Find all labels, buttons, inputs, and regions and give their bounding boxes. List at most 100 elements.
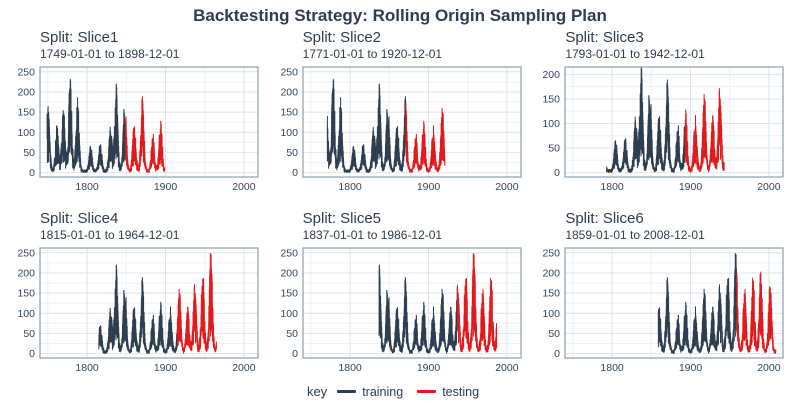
training-series-line (658, 253, 738, 354)
facet-title: Split: Slice2 (302, 29, 382, 46)
facet-plot: 0 50 100 150 200 250 1800 1900 2000 (280, 247, 522, 374)
y-axis-tick-label: 0 (554, 167, 560, 179)
testing-series-line (684, 88, 726, 173)
y-axis-tick-label: 250 (280, 66, 298, 78)
x-axis-tick-label: 1900 (154, 362, 178, 374)
y-axis-tick-label: 100 (543, 308, 561, 320)
facet-slice4: Split: Slice4 1815-01-01 to 1964-12-01 0 50… (6, 210, 264, 375)
facet-subtitle: 1771-01-01 to 1920-12-01 (302, 47, 443, 61)
y-axis-tick-label: 0 (29, 348, 35, 360)
y-axis-tick-label: 250 (280, 247, 298, 259)
training-series-line (606, 67, 686, 173)
y-axis-tick-label: 100 (543, 118, 561, 130)
legend-label: training (362, 384, 404, 399)
y-axis-tick-label: 50 (286, 147, 298, 159)
training-series-line (326, 78, 406, 173)
y-axis-tick-label: 150 (280, 107, 298, 119)
x-axis-tick-label: 2000 (495, 362, 519, 374)
training-series-line (98, 264, 178, 354)
y-axis-tick-label: 150 (280, 288, 298, 300)
y-axis-tick-label: 50 (549, 328, 561, 340)
y-axis-tick-label: 50 (23, 328, 35, 340)
facet-plot: 0 50 100 150 200 250 1800 1900 2000 (543, 247, 784, 374)
x-axis-tick-label: 1800 (338, 362, 362, 374)
legend: key training testing (0, 384, 800, 399)
x-axis-tick-label: 1800 (601, 362, 625, 374)
x-axis-tick-label: 1900 (679, 181, 703, 193)
y-axis-tick-label: 50 (286, 328, 298, 340)
x-axis-tick-label: 2000 (232, 362, 256, 374)
testing-series-line (176, 253, 217, 354)
training-series-line (378, 264, 458, 354)
y-axis-tick-label: 0 (292, 348, 298, 360)
facet-slice5: Split: Slice5 1837-01-01 to 1986-12-01 0 50… (269, 210, 527, 375)
x-axis-tick-label: 2000 (495, 181, 519, 193)
training-series-line (46, 78, 126, 173)
x-axis-tick-label: 1900 (416, 362, 440, 374)
facet-plot: 0 50 100 150 200 250 1800 1900 2000 (17, 247, 259, 374)
training-line-swatch (337, 390, 357, 393)
x-axis-tick-label: 1800 (75, 181, 99, 193)
facet-title: Split: Slice3 (565, 29, 644, 46)
facet-title: Split: Slice5 (302, 210, 382, 227)
y-axis-tick-label: 100 (280, 308, 298, 320)
y-axis-tick-label: 250 (17, 66, 35, 78)
facet-subtitle: 1749-01-01 to 1898-12-01 (40, 47, 180, 61)
x-axis-tick-label: 2000 (232, 181, 256, 193)
y-axis-tick-label: 150 (17, 288, 35, 300)
x-axis-tick-label: 1800 (601, 181, 625, 193)
legend-item-training: training (337, 385, 403, 399)
testing-series-line (404, 103, 446, 173)
x-axis-tick-label: 2000 (758, 362, 782, 374)
facet-slice3: Split: Slice3 1793-01-01 to 1942-12-01 0 50… (531, 29, 789, 194)
facet-title: Split: Slice6 (565, 210, 644, 227)
x-axis-tick-label: 1900 (416, 181, 440, 193)
y-axis-tick-label: 200 (280, 268, 298, 280)
facet-title: Split: Slice4 (40, 210, 119, 227)
y-axis-tick-label: 150 (543, 288, 561, 300)
testing-series-line (125, 96, 166, 173)
y-axis-tick-label: 250 (543, 247, 561, 259)
y-axis-tick-label: 150 (17, 107, 35, 119)
facet-plot: 0 50 100 150 200 250 1800 1900 2000 (280, 66, 522, 193)
x-axis-tick-label: 1800 (75, 362, 99, 374)
facet-grid: Split: Slice1 1749-01-01 to 1898-12-01 0 50… (0, 27, 800, 375)
y-axis-tick-label: 50 (549, 143, 561, 155)
chart-title: Backtesting Strategy: Rolling Origin Sam… (193, 6, 607, 25)
facet-subtitle: 1859-01-01 to 2008-12-01 (565, 228, 705, 242)
facet-subtitle: 1815-01-01 to 1964-12-01 (40, 228, 180, 242)
y-axis-tick-label: 200 (17, 87, 35, 99)
y-axis-tick-label: 200 (280, 87, 298, 99)
legend-title: key (306, 384, 328, 399)
facet-plot: 0 50 100 150 200 1800 1900 2000 (543, 66, 784, 193)
facet-slice6: Split: Slice6 1859-01-01 to 2008-12-01 0 50… (531, 210, 789, 375)
facet-plot: 0 50 100 150 200 250 1800 1900 2000 (17, 66, 259, 193)
legend-label: testing (442, 384, 480, 399)
facet-slice1: Split: Slice1 1749-01-01 to 1898-12-01 0 50… (6, 29, 264, 194)
y-axis-tick-label: 200 (17, 268, 35, 280)
testing-series-line (456, 253, 497, 353)
y-axis-tick-label: 200 (543, 268, 561, 280)
y-axis-tick-label: 100 (280, 127, 298, 139)
x-axis-tick-label: 1900 (679, 362, 703, 374)
y-axis-tick-label: 150 (543, 93, 561, 105)
x-axis-tick-label: 2000 (758, 181, 782, 193)
x-axis-tick-label: 1900 (154, 181, 178, 193)
testing-line-swatch (417, 390, 437, 393)
x-axis-tick-label: 1800 (338, 181, 362, 193)
facet-subtitle: 1793-01-01 to 1942-12-01 (565, 47, 705, 61)
y-axis-tick-label: 0 (29, 167, 35, 179)
y-axis-tick-label: 200 (543, 69, 561, 81)
y-axis-tick-label: 50 (23, 147, 35, 159)
facet-subtitle: 1837-01-01 to 1986-12-01 (302, 228, 443, 242)
facet-title: Split: Slice1 (40, 29, 119, 46)
facet-slice2: Split: Slice2 1771-01-01 to 1920-12-01 0 50… (269, 29, 527, 194)
legend-item-testing: testing (417, 385, 479, 399)
testing-series-line (736, 271, 777, 354)
legend-items: training testing (337, 385, 493, 399)
y-axis-tick-label: 0 (292, 167, 298, 179)
y-axis-tick-label: 0 (554, 348, 560, 360)
y-axis-tick-label: 250 (17, 247, 35, 259)
y-axis-tick-label: 100 (17, 308, 35, 320)
